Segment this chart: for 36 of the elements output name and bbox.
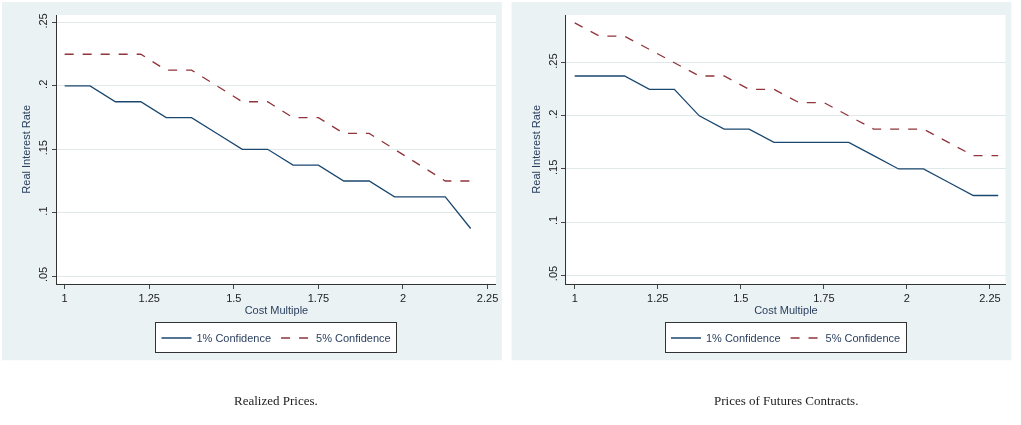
legend-label: 5% Confidence — [825, 332, 901, 345]
x-tick-label: 1.25 — [138, 291, 160, 304]
text: Realized Prices. — [234, 393, 318, 408]
x-tick-label: 1.5 — [733, 291, 749, 304]
y-tick-label: .2 — [37, 79, 50, 89]
y-tick-label: .2 — [546, 109, 559, 119]
text: Prices of Futures Contracts. — [714, 393, 859, 408]
x-tick-label: 2 — [399, 291, 407, 304]
y-axis-title: Real Interest Rate — [20, 104, 33, 194]
y-tick-label: .25 — [37, 13, 50, 29]
x-tick-label: 1.75 — [307, 291, 330, 304]
y-tick-label: .05 — [546, 265, 559, 282]
y-tick-label: .1 — [546, 215, 559, 225]
line-series — [64, 85, 472, 230]
x-tick-label: 2 — [903, 291, 910, 304]
x-tick-label: 2.25 — [979, 291, 1001, 304]
x-axis-title: Cost Multiple — [244, 303, 309, 316]
y-tick-label: .25 — [546, 53, 559, 69]
x-tick-label: 1 — [61, 291, 68, 304]
y-tick-label: .1 — [37, 206, 50, 216]
x-tick-label: 2.25 — [476, 291, 499, 304]
x-tick-label: 1.25 — [647, 291, 669, 304]
line-series — [574, 22, 999, 157]
x-axis-title: Cost Multiple — [754, 303, 818, 316]
y-tick-label: .15 — [546, 159, 559, 175]
y-tick-label: .05 — [37, 266, 50, 283]
y-tick-label: .15 — [37, 140, 50, 156]
line-series — [64, 53, 472, 182]
x-tick-label: 1.5 — [226, 291, 242, 304]
legend-label: 1% Confidence — [705, 332, 781, 345]
legend-label: 1% Confidence — [196, 332, 272, 345]
line-series — [574, 75, 999, 197]
legend-label: 5% Confidence — [316, 332, 391, 345]
x-tick-label: 1.75 — [813, 291, 835, 304]
y-axis-title: Real Interest Rate — [529, 104, 542, 194]
x-tick-label: 1 — [571, 291, 578, 304]
